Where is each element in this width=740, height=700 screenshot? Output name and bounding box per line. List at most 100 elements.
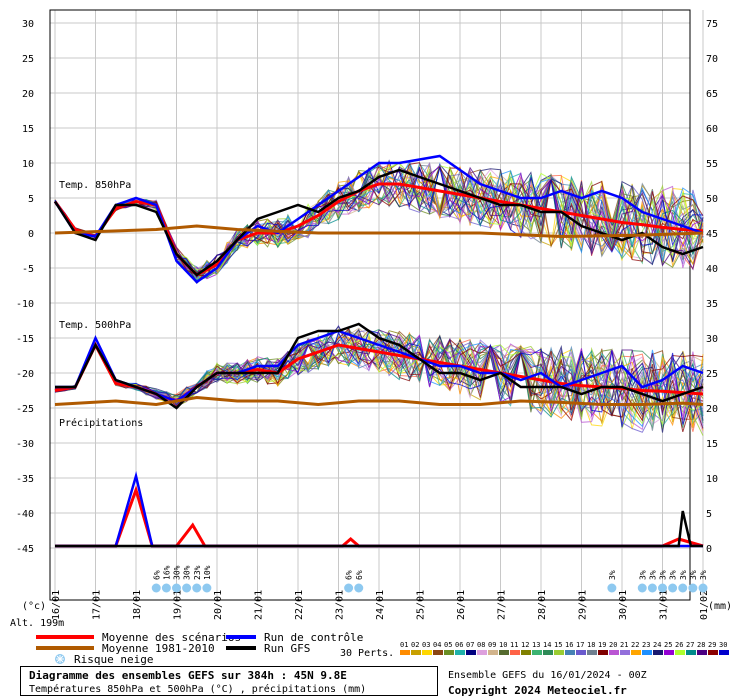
snow-risk-pct: 6% — [355, 570, 364, 580]
snow-risk-pct: 6% — [152, 570, 161, 580]
perturbation-swatch — [598, 650, 608, 655]
plot-area — [50, 10, 690, 600]
snow-risk-marker: 23% — [192, 565, 202, 593]
snowflake-icon — [658, 583, 667, 593]
right-tick-label: 65 — [706, 89, 718, 100]
left-tick-label: 5 — [28, 194, 34, 205]
perturbation-number: 15 — [554, 641, 562, 649]
perturbations-label: 30 Perts. — [340, 648, 394, 659]
right-tick-label: 70 — [706, 54, 718, 65]
left-tick-label: 0 — [28, 229, 34, 240]
left-tick-label: 30 — [22, 19, 34, 30]
left-tick-label: -30 — [16, 439, 34, 450]
perturbation-number: 22 — [631, 641, 639, 649]
label-precip: Précipitations — [59, 417, 143, 429]
perturbation-swatch — [400, 650, 410, 655]
snow-risk-marker: 3% — [688, 570, 698, 593]
left-tick-label: 25 — [22, 54, 34, 65]
snowflake-icon — [647, 583, 657, 593]
snow-risk-marker: 3% — [668, 570, 678, 593]
legend-gfs-label: Run GFS — [264, 642, 310, 655]
snow-risk-pct: 30% — [173, 565, 182, 580]
x-tick-label: 25/01 — [416, 590, 427, 620]
right-tick-label: 40 — [706, 264, 718, 275]
snow-risk-marker: 3% — [678, 570, 688, 593]
snowflake-icon — [688, 583, 698, 593]
perturbation-number: 10 — [499, 641, 507, 649]
snowflake-icon — [192, 583, 202, 593]
snow-risk-marker: 3% — [637, 570, 647, 593]
right-tick-label: 25 — [706, 369, 718, 380]
x-tick-label: 01/02 — [699, 590, 710, 620]
right-tick-label: 55 — [706, 159, 718, 170]
snow-risk-marker: 3% — [607, 570, 617, 593]
perturbation-number: 25 — [664, 641, 672, 649]
perturbation-swatch — [554, 650, 564, 655]
right-tick-label: 15 — [706, 439, 718, 450]
snow-risk-pct: 3% — [608, 570, 617, 580]
perturbation-swatch — [488, 650, 498, 655]
perturbation-swatch — [565, 650, 575, 655]
info-box: Diagramme des ensembles GEFS sur 384h : … — [20, 666, 438, 696]
legend-snow-label: Risque neige — [74, 653, 153, 666]
snow-risk-pct: 23% — [193, 565, 202, 580]
snow-risk-marker: 16% — [161, 565, 171, 593]
snow-risk-pct: 3% — [648, 570, 657, 580]
right-tick-label: 60 — [706, 124, 718, 135]
snowflake-icon — [678, 583, 688, 593]
left-axis: 30 25 20 15 10 5 0 -5 -10 -15 -20 -25 -30 -35 -40 -45 — [16, 19, 34, 555]
x-tick-label: 24/01 — [375, 590, 386, 620]
snowflake-icon — [202, 583, 212, 593]
snowflake-icon — [161, 583, 171, 593]
chart-subtitle: Températures 850hPa et 500hPa (°C) , pré… — [29, 684, 367, 695]
right-tick-label: 35 — [706, 299, 718, 310]
right-tick-label: 20 — [706, 404, 718, 415]
snow-risk-pct: 3% — [689, 570, 698, 580]
x-tick-label: 18/01 — [132, 590, 143, 620]
x-tick-label: 19/01 — [173, 590, 184, 620]
left-tick-label: -20 — [16, 369, 34, 380]
snow-risk-marker: 6% — [151, 570, 161, 593]
perturbation-number: 05 — [444, 641, 452, 649]
left-tick-label: 20 — [22, 89, 34, 100]
chart-title: Diagramme des ensembles GEFS sur 384h : … — [29, 669, 347, 682]
perturbation-number: 26 — [675, 641, 683, 649]
perturbation-swatch — [708, 650, 718, 655]
x-tick-label: 27/01 — [497, 590, 508, 620]
snow-risk-markers: 6% 16% 30% 30% 23% 10% 6% 6% 3% 3% 3% 3% 3% 3% 3% 3% — [151, 565, 708, 593]
snow-risk-marker: 30% — [182, 565, 192, 593]
snowflake-icon — [55, 654, 65, 664]
snow-risk-marker: 6% — [354, 570, 364, 593]
perturbation-number: 02 — [411, 641, 419, 649]
right-tick-label: 45 — [706, 229, 718, 240]
perturbation-swatch — [532, 650, 542, 655]
snowflake-icon — [354, 583, 364, 593]
perturbation-number: 18 — [587, 641, 595, 649]
snow-risk-marker: 10% — [202, 565, 212, 593]
perturbation-number: 21 — [620, 641, 628, 649]
x-tick-label: 21/01 — [254, 590, 265, 620]
x-axis: 16/01 17/01 18/01 19/01 20/01 21/01 22/01 23/01… — [51, 590, 710, 620]
legend-control-label: Run de contrôle — [264, 631, 363, 644]
series-lines — [53, 154, 704, 548]
perturbation-number: 29 — [708, 641, 716, 649]
perturbation-swatch — [631, 650, 641, 655]
perturbation-swatch — [576, 650, 586, 655]
x-tick-label: 16/01 — [51, 590, 62, 620]
x-tick-label: 29/01 — [578, 590, 589, 620]
right-tick-label: 75 — [706, 19, 718, 30]
ensemble-run-info: Ensemble GEFS du 16/01/2024 - 00Z — [448, 670, 647, 681]
copyright: Copyright 2024 Meteociel.fr — [448, 684, 627, 697]
right-tick-label: 30 — [706, 334, 718, 345]
right-tick-label: 5 — [706, 509, 712, 520]
perturbation-number: 28 — [697, 641, 705, 649]
snow-risk-marker: 3% — [647, 570, 657, 593]
series-precip — [55, 510, 703, 548]
snow-risk-pct: 10% — [203, 565, 212, 580]
snow-risk-pct: 3% — [699, 570, 708, 580]
perturbation-number: 24 — [653, 641, 661, 649]
snow-risk-pct: 3% — [679, 570, 688, 580]
perturbation-swatch — [444, 650, 454, 655]
perturbation-number: 07 — [466, 641, 474, 649]
